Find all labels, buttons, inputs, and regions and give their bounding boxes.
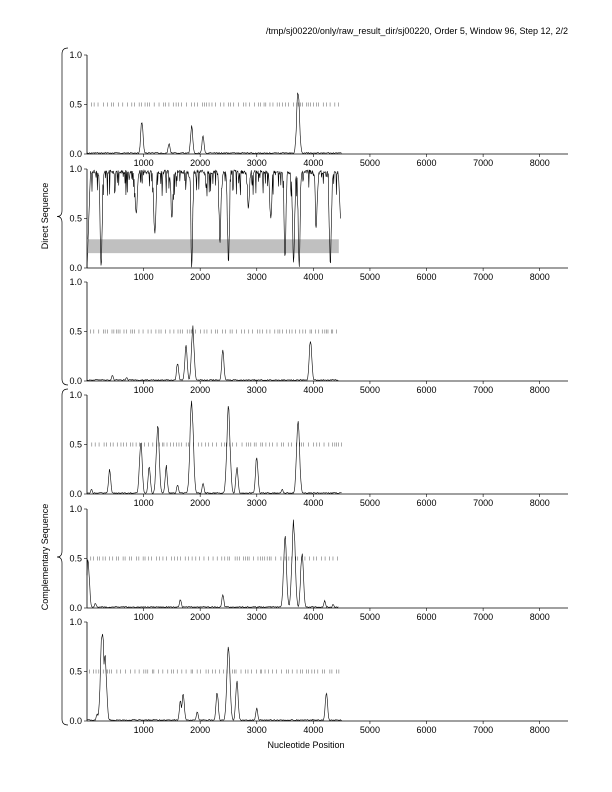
y-tick-label: 0.5 [69, 214, 82, 224]
x-tick-label: 5000 [360, 725, 380, 735]
series-line [86, 325, 339, 382]
series-line [86, 633, 342, 722]
file-path-title: /tmp/sj00220/only/raw_result_dir/sj00220… [265, 26, 568, 36]
x-tick-label: 7000 [473, 498, 493, 508]
x-tick-label: 4000 [303, 385, 323, 395]
x-tick-label: 3000 [247, 385, 267, 395]
complementary-group-brace [56, 388, 69, 726]
x-tick-label: 2000 [190, 498, 210, 508]
x-tick-label: 2000 [190, 385, 210, 395]
x-tick-label: 3000 [247, 498, 267, 508]
x-tick-label: 6000 [417, 725, 437, 735]
y-tick-label: 1.0 [69, 50, 82, 60]
x-tick-label: 7000 [473, 385, 493, 395]
x-tick-label: 8000 [530, 385, 550, 395]
y-tick-label: 0.5 [69, 667, 82, 677]
x-tick-label: 5000 [360, 612, 380, 622]
x-tick-label: 2000 [190, 725, 210, 735]
series-line [86, 519, 339, 609]
y-tick-label: 0.0 [69, 263, 82, 273]
y-tick-label: 0.0 [69, 376, 82, 386]
x-tick-label: 7000 [473, 158, 493, 168]
series-line [86, 92, 342, 154]
y-tick-label: 1.0 [69, 617, 82, 627]
x-tick-label: 1000 [134, 725, 154, 735]
y-tick-label: 0.0 [69, 149, 82, 159]
complementary-sequence-label: Complementary Sequence [40, 504, 50, 611]
x-tick-label: 4000 [303, 498, 323, 508]
y-tick-label: 0.5 [69, 327, 82, 337]
x-tick-label: 1000 [134, 385, 154, 395]
y-tick-label: 0.5 [69, 100, 82, 110]
x-tick-label: 6000 [417, 385, 437, 395]
x-tick-label: 6000 [417, 612, 437, 622]
shaded-band [87, 239, 339, 254]
x-tick-label: 6000 [417, 158, 437, 168]
x-tick-label: 3000 [247, 612, 267, 622]
y-tick-label: 0.0 [69, 716, 82, 726]
x-tick-label: 5000 [360, 272, 380, 282]
y-tick-label: 0.5 [69, 440, 82, 450]
x-tick-label: 4000 [303, 725, 323, 735]
x-tick-label: 1000 [134, 498, 154, 508]
x-tick-label: 4000 [303, 272, 323, 282]
x-axis-label: Nucleotide Position [267, 740, 345, 750]
x-tick-label: 7000 [473, 612, 493, 622]
x-tick-label: 5000 [360, 158, 380, 168]
x-tick-label: 1000 [134, 612, 154, 622]
x-tick-label: 1000 [134, 272, 154, 282]
x-tick-label: 6000 [417, 272, 437, 282]
series-line [86, 169, 341, 269]
x-tick-label: 8000 [530, 158, 550, 168]
y-tick-label: 1.0 [69, 390, 82, 400]
x-tick-label: 3000 [247, 725, 267, 735]
y-tick-label: 1.0 [69, 277, 82, 287]
x-tick-label: 2000 [190, 272, 210, 282]
y-tick-label: 0.0 [69, 489, 82, 499]
x-tick-label: 7000 [473, 725, 493, 735]
x-tick-label: 5000 [360, 385, 380, 395]
x-tick-label: 8000 [530, 498, 550, 508]
y-tick-label: 0.5 [69, 554, 82, 564]
x-tick-label: 2000 [190, 612, 210, 622]
series-line [86, 400, 342, 495]
x-tick-label: 2000 [190, 158, 210, 168]
x-tick-label: 1000 [134, 158, 154, 168]
x-tick-label: 7000 [473, 272, 493, 282]
x-tick-label: 8000 [530, 612, 550, 622]
x-tick-label: 3000 [247, 158, 267, 168]
x-tick-label: 4000 [303, 158, 323, 168]
x-tick-label: 6000 [417, 498, 437, 508]
y-tick-label: 1.0 [69, 504, 82, 514]
x-tick-label: 3000 [247, 272, 267, 282]
y-tick-label: 1.0 [69, 164, 82, 174]
x-tick-label: 8000 [530, 725, 550, 735]
y-tick-label: 0.0 [69, 603, 82, 613]
direct-sequence-label: Direct Sequence [40, 183, 50, 250]
direct-group-brace [56, 47, 69, 386]
x-tick-label: 8000 [530, 272, 550, 282]
x-tick-label: 4000 [303, 612, 323, 622]
x-tick-label: 5000 [360, 498, 380, 508]
